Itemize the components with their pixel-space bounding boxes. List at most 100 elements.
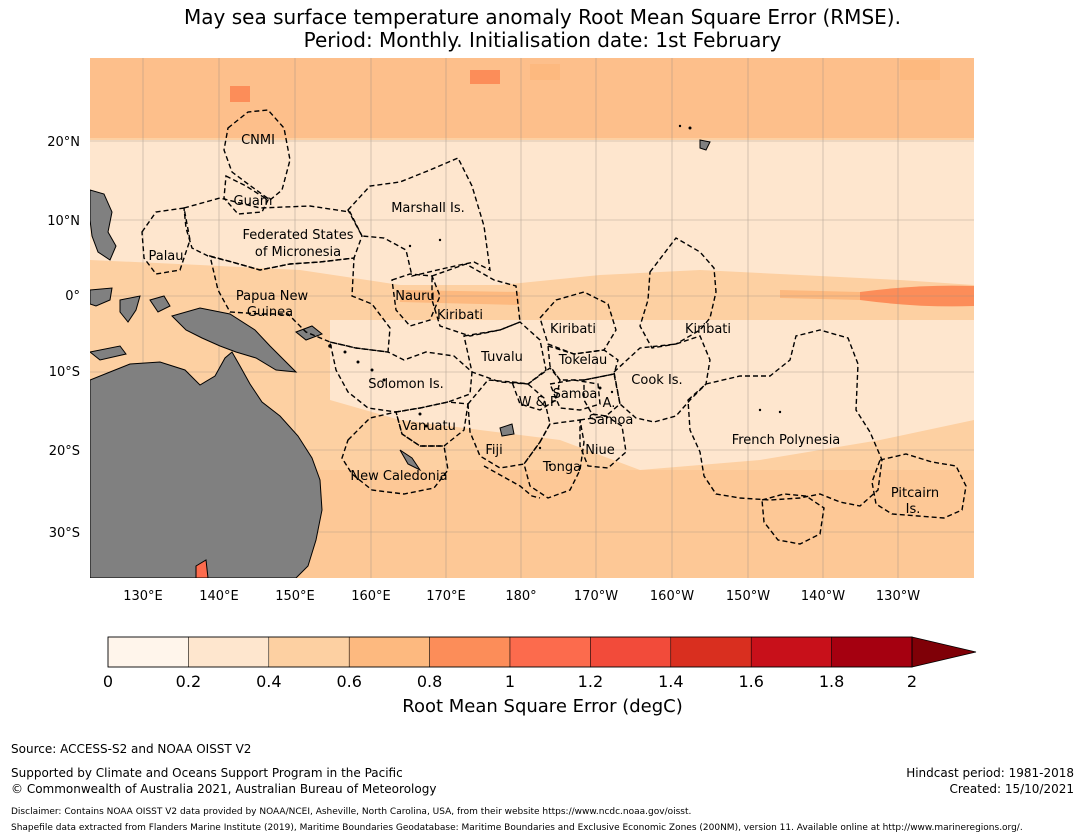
eez-solomon bbox=[329, 341, 473, 413]
eez-nauru bbox=[391, 273, 441, 327]
australia-landmass bbox=[90, 351, 323, 578]
eez-boundaries bbox=[141, 109, 967, 545]
eez-kermadec-edge bbox=[483, 465, 541, 499]
eez-pitcairn-south bbox=[761, 493, 825, 545]
colorbar-extend-arrow bbox=[911, 636, 977, 668]
footer-copyright: © Commonwealth of Australia 2021, Austra… bbox=[11, 782, 437, 796]
colorbar-segment bbox=[831, 636, 913, 668]
region-label: Nauru bbox=[395, 289, 435, 304]
colorbar-segment bbox=[107, 636, 189, 668]
region-label: Samoa bbox=[553, 387, 598, 402]
eez-guam bbox=[223, 174, 269, 215]
region-label: Pitcairn bbox=[891, 486, 939, 501]
eez-cnmi bbox=[223, 109, 291, 201]
eez-kiribati-phoenix bbox=[539, 291, 617, 355]
eez-new-caledonia bbox=[341, 411, 449, 495]
region-label: Kiribati bbox=[685, 322, 731, 337]
lon-label: 180° bbox=[505, 589, 536, 604]
timor-landmass bbox=[90, 345, 127, 361]
lon-label: 140°E bbox=[199, 589, 239, 604]
region-label: Vanuatu bbox=[402, 419, 456, 434]
region-label: of Micronesia bbox=[255, 245, 341, 260]
colorbar-tick: 2 bbox=[907, 672, 917, 691]
colorbar-outline bbox=[107, 636, 913, 668]
lon-label: 160°E bbox=[351, 589, 391, 604]
lat-label: 20°S bbox=[49, 444, 80, 459]
new-caledonia-landmass bbox=[399, 449, 422, 472]
region-label: W & F bbox=[519, 395, 558, 410]
lat-label: 0° bbox=[65, 289, 80, 304]
region-labels: CNMI Guam Marshall Is. Federated States … bbox=[148, 133, 939, 517]
halmahera-landmass bbox=[149, 295, 171, 313]
rmse-hotspot bbox=[900, 60, 940, 80]
eez-kiribati-line bbox=[639, 237, 717, 349]
region-label: Tuvalu bbox=[480, 350, 523, 365]
colorbar-segment bbox=[750, 636, 832, 668]
colorbar-tick: 0.4 bbox=[256, 672, 281, 691]
footer-created-date: Created: 15/10/2021 bbox=[949, 782, 1074, 796]
lon-label: 130°E bbox=[123, 589, 163, 604]
lat-label: 30°S bbox=[49, 526, 80, 541]
lat-label: 10°N bbox=[47, 214, 80, 229]
colorbar-segment bbox=[670, 636, 752, 668]
fiji-landmass bbox=[499, 423, 515, 437]
eez-niue bbox=[579, 415, 627, 469]
rmse-hotspot bbox=[530, 64, 560, 80]
borneo-landmass bbox=[90, 287, 113, 307]
colorbar-tick: 1 bbox=[505, 672, 515, 691]
region-label: Kiribati bbox=[437, 308, 483, 323]
colorbar-tick-labels: 0 0.2 0.4 0.6 0.8 1 1.2 1.4 1.6 1.8 2 bbox=[103, 672, 917, 691]
colorbar-segment bbox=[348, 636, 430, 668]
philippines-landmass bbox=[90, 189, 117, 261]
region-label: Tokelau bbox=[558, 353, 608, 368]
eez-samoa bbox=[549, 379, 601, 411]
colorbar-segment bbox=[188, 636, 270, 668]
latitude-labels: 20°N 10°N 0° 10°S 20°S 30°S bbox=[47, 135, 80, 541]
eez-cook bbox=[613, 335, 711, 423]
map-title-line-2: Period: Monthly. Initialisation date: 1s… bbox=[303, 28, 782, 52]
footer-hindcast-period: Hindcast period: 1981-2018 bbox=[906, 766, 1074, 780]
footer-disclaimer: Disclaimer: Contains NOAA OISST V2 data … bbox=[11, 807, 692, 817]
colorbar-tick: 1.8 bbox=[819, 672, 844, 691]
region-label: A. bbox=[603, 396, 616, 411]
rmse-hotspot bbox=[470, 70, 500, 84]
lat-label: 10°S bbox=[49, 365, 80, 380]
lon-label: 150°W bbox=[726, 589, 770, 604]
region-label: Federated States bbox=[243, 228, 354, 243]
eez-tonga bbox=[523, 419, 585, 499]
colorbar-tick: 0.6 bbox=[336, 672, 361, 691]
colorbar-segment bbox=[268, 636, 350, 668]
colorbar-segment bbox=[590, 636, 672, 668]
rmse-hotspot bbox=[230, 86, 250, 102]
region-label: Solomon Is. bbox=[368, 377, 444, 392]
region-label: Papua New bbox=[236, 289, 309, 304]
eez-vanuatu bbox=[395, 401, 469, 447]
region-label: Niue bbox=[585, 443, 615, 458]
longitude-labels: 130°E 140°E 150°E 160°E 170°E 180° 170°W… bbox=[123, 589, 920, 604]
lon-label: 140°W bbox=[801, 589, 845, 604]
region-label: French Polynesia bbox=[732, 433, 841, 448]
rmse-cold-tongue-edge bbox=[780, 290, 860, 300]
new-britain-landmass bbox=[295, 325, 323, 341]
colorbar-tick: 0.2 bbox=[176, 672, 201, 691]
lon-label: 170°W bbox=[574, 589, 618, 604]
eez-tuvalu bbox=[463, 321, 547, 385]
region-label: New Caledonia bbox=[350, 469, 447, 484]
lon-label: 150°E bbox=[275, 589, 315, 604]
region-label: Marshall Is. bbox=[391, 201, 465, 216]
lon-label: 130°W bbox=[876, 589, 920, 604]
region-label: Tonga bbox=[542, 460, 581, 475]
rmse-west-pacific-patch bbox=[400, 290, 520, 305]
colorbar-segments bbox=[107, 636, 913, 668]
colorbar-segment bbox=[509, 636, 591, 668]
rmse-band-south-light bbox=[330, 320, 974, 470]
colorbar-tick: 1.4 bbox=[658, 672, 683, 691]
map-title-line-1: May sea surface temperature anomaly Root… bbox=[184, 5, 901, 29]
sulawesi-landmass bbox=[119, 295, 141, 323]
new-zealand-landmass bbox=[195, 559, 209, 578]
colorbar: 0 0.2 0.4 0.6 0.8 1 1.2 1.4 1.6 1.8 2 bbox=[103, 636, 977, 691]
eez-kiribati-gilbert bbox=[431, 263, 521, 337]
lat-label: 20°N bbox=[47, 135, 80, 150]
map-plot-area bbox=[90, 58, 974, 578]
